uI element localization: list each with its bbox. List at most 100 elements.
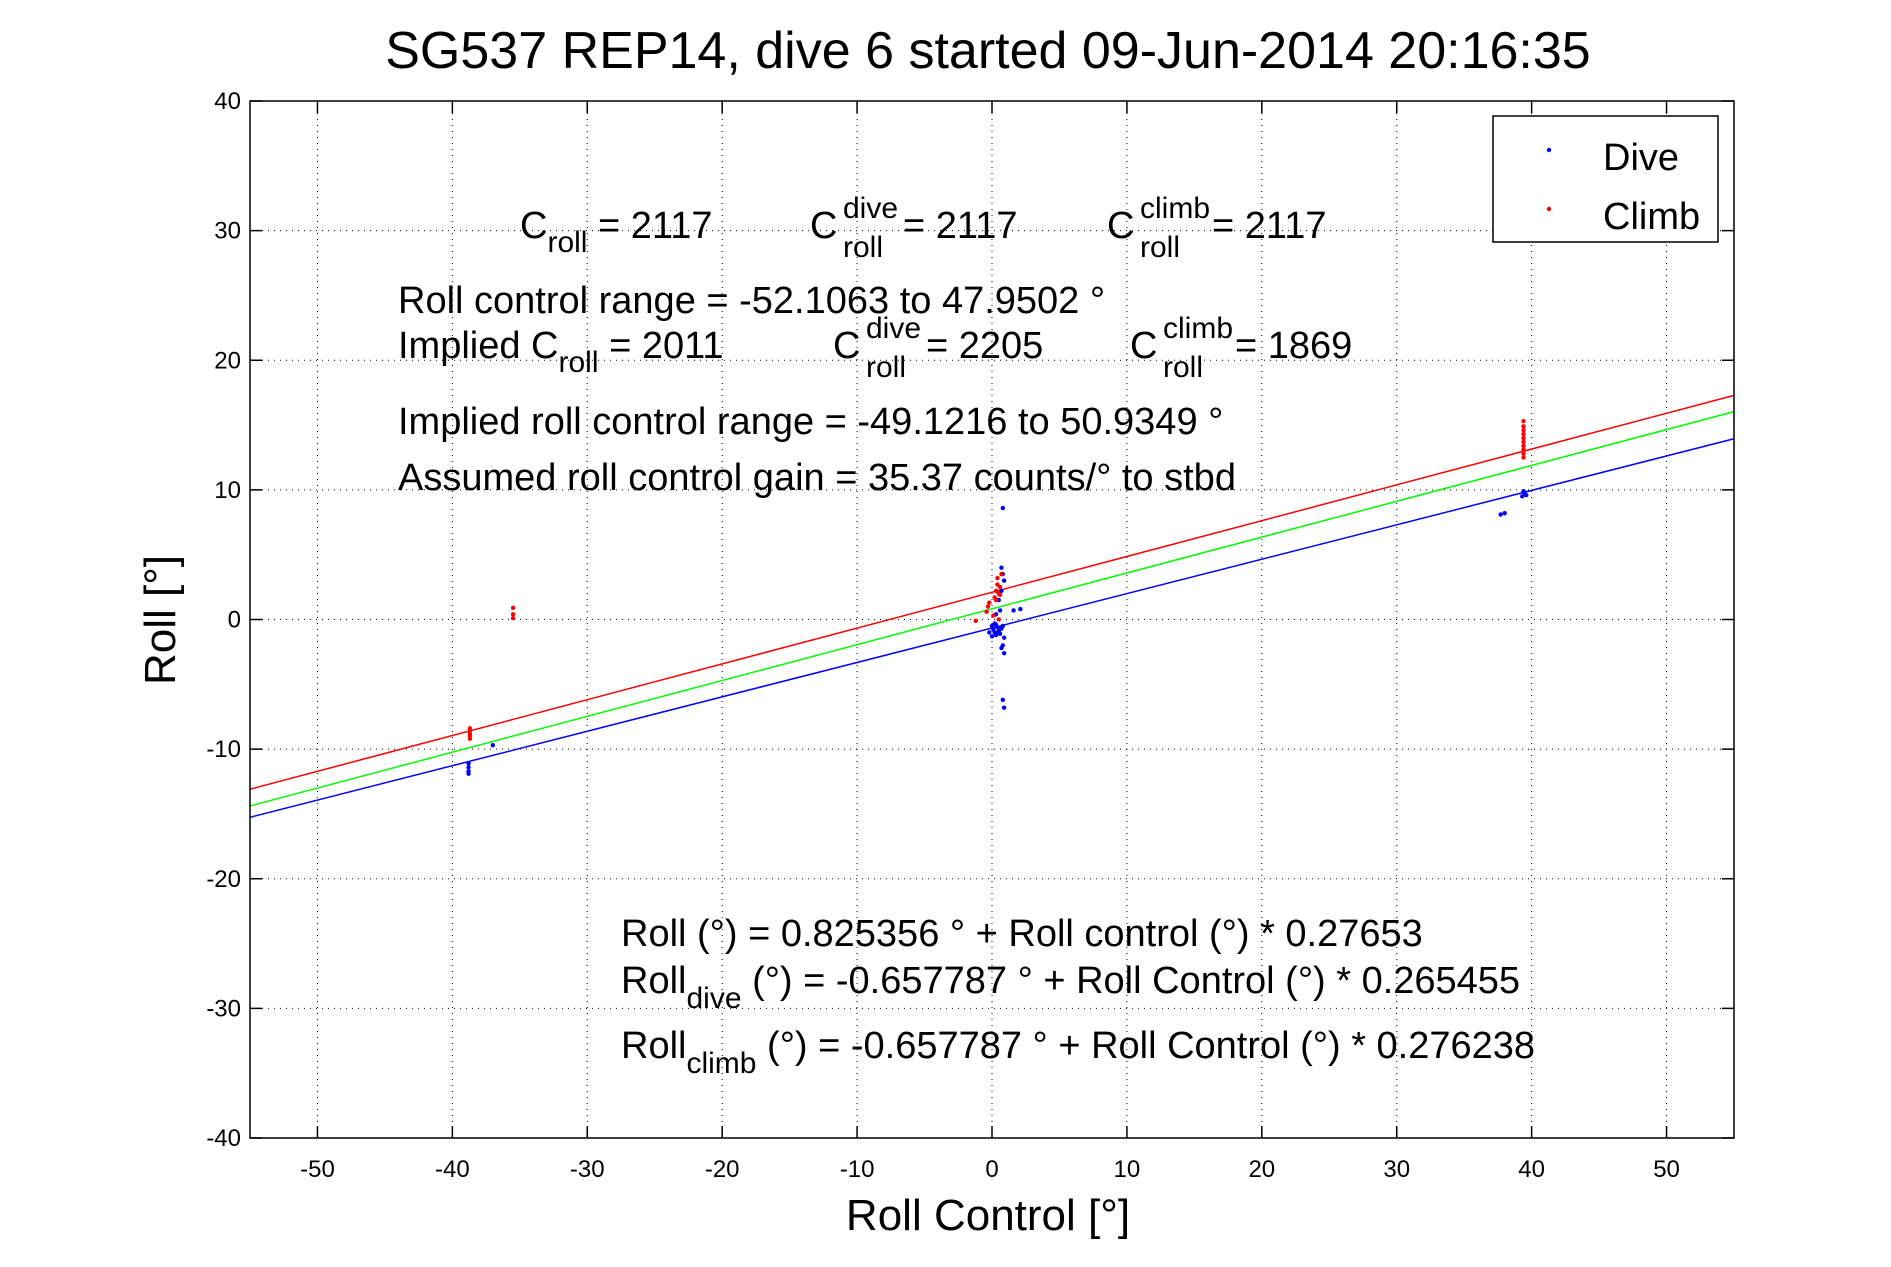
dive-point	[1000, 697, 1005, 703]
chart-title: SG537 REP14, dive 6 started 09-Jun-2014 …	[385, 22, 1590, 80]
dive-point	[1001, 635, 1007, 640]
dive-point	[1498, 512, 1503, 517]
fit-line-3	[249, 394, 1735, 790]
x-tick-label: 20	[1248, 1156, 1275, 1183]
annotations: Croll = 2117 C dive roll = 2117 C climb …	[398, 192, 1535, 1080]
dive-point	[1001, 578, 1007, 583]
climb-point	[510, 612, 516, 617]
c-roll-climb-sub: roll	[1140, 231, 1180, 264]
y-tick-label: 10	[214, 477, 241, 504]
legend-marker-climb	[1546, 206, 1552, 212]
climb-point	[1521, 451, 1526, 456]
c-roll-row: Croll = 2117 C dive roll = 2117 C climb …	[520, 192, 1326, 264]
y-axis-label: Roll [°]	[136, 555, 185, 685]
climb-point	[987, 600, 992, 605]
legend-label-dive: Dive	[1603, 137, 1679, 179]
legend-box	[1492, 115, 1719, 243]
fit-climb-equation: Rollclimb (°) = -0.657787 ° + Roll Contr…	[621, 1025, 1535, 1080]
climb-point	[1521, 435, 1526, 441]
y-tick-label: 0	[228, 607, 241, 634]
dive-point	[999, 645, 1004, 651]
climb-point	[1521, 428, 1526, 433]
climb-point	[997, 584, 1003, 590]
implied-row: Implied Croll = 2011 C dive roll = 2205 …	[398, 312, 1352, 384]
dive-point	[1011, 608, 1016, 613]
x-tick-label: 30	[1383, 1156, 1410, 1183]
implied-c-roll-dive-sub: roll	[866, 351, 906, 384]
fit-line-2	[249, 410, 1735, 807]
dive-point	[1001, 651, 1007, 656]
climb-point	[996, 591, 1001, 596]
climb-point	[1521, 455, 1526, 460]
x-tick-label: -10	[840, 1156, 875, 1183]
c-roll-climb-value: = 2117	[1212, 205, 1326, 247]
dive-point	[1001, 705, 1007, 710]
dive-point	[996, 630, 1001, 635]
climb-point	[999, 571, 1004, 577]
dive-point	[1521, 488, 1526, 494]
implied-c-roll-climb-value: = 1869	[1235, 325, 1352, 367]
x-tick-label: -40	[435, 1156, 470, 1183]
data-points	[466, 418, 1529, 776]
x-tick-label: 0	[985, 1156, 998, 1183]
x-tick-label: -20	[705, 1156, 740, 1183]
implied-c-roll-dive-label: C	[833, 325, 860, 367]
y-tick-label: -30	[206, 995, 241, 1022]
dive-point	[490, 743, 496, 748]
dive-point	[466, 765, 471, 770]
climb-point	[991, 613, 996, 618]
y-tick-label: 40	[214, 88, 241, 115]
implied-range: Implied roll control range = -49.1216 to…	[398, 401, 1223, 443]
climb-point	[1521, 431, 1526, 437]
dive-point	[1524, 492, 1529, 498]
dive-point	[997, 608, 1003, 613]
fit-dive-equation: Rolldive (°) = -0.657787 ° + Roll Contro…	[621, 960, 1520, 1015]
axis-layer: -50 -40 -30 -20 -10 0 10 20 30 40 50 -40 -30 -20 -10 0 1…	[206, 88, 1734, 1183]
climb-point	[510, 616, 516, 621]
legend: Dive Climb	[1492, 115, 1719, 243]
c-roll-dive-sup: dive	[843, 192, 898, 225]
y-tick-label: -40	[206, 1125, 241, 1152]
c-roll-dive-sub: roll	[843, 231, 883, 264]
legend-marker-dive	[1546, 147, 1552, 153]
dive-point	[1502, 511, 1507, 516]
climb-point	[1521, 418, 1526, 424]
climb-point	[984, 609, 989, 614]
climb-point	[467, 736, 473, 741]
implied-c-roll-climb-sup: climb	[1163, 312, 1233, 345]
climb-point	[993, 597, 999, 603]
c-roll-dive-label: C	[810, 205, 837, 247]
implied-c-roll-dive-value: = 2205	[926, 325, 1043, 367]
climb-point	[973, 618, 979, 623]
roll-control-range: Roll control range = -52.1063 to 47.9502…	[398, 280, 1105, 322]
c-roll-dive-value: = 2117	[903, 205, 1017, 247]
climb-point	[1521, 447, 1526, 452]
c-roll-label: Croll = 2117	[520, 205, 713, 259]
x-tick-label: -30	[570, 1156, 605, 1183]
roll-control-gain: Assumed roll control gain = 35.37 counts…	[398, 457, 1236, 499]
x-axis-label: Roll Control [°]	[846, 1191, 1130, 1240]
implied-c-roll-dive-sup: dive	[866, 312, 921, 345]
y-tick-label: -10	[206, 736, 241, 763]
implied-c-roll-climb-sub: roll	[1163, 351, 1203, 384]
climb-point	[1521, 443, 1526, 449]
grid-layer	[250, 100, 1734, 1139]
dive-point	[987, 630, 992, 635]
dive-point	[466, 761, 471, 766]
y-tick-label: 20	[214, 347, 241, 374]
climb-point	[510, 605, 516, 611]
fit-all-equation: Roll (°) = 0.825356 ° + Roll control (°)…	[621, 913, 1423, 955]
y-tick-label: 30	[214, 218, 241, 245]
climb-point	[996, 617, 1001, 622]
x-tick-label: -50	[300, 1156, 335, 1183]
implied-c-roll-climb-label: C	[1130, 325, 1157, 367]
dive-point	[1000, 505, 1005, 511]
dive-point	[1018, 606, 1023, 612]
c-roll-climb-label: C	[1107, 205, 1134, 247]
dive-point	[999, 565, 1004, 570]
x-tick-label: 10	[1114, 1156, 1141, 1183]
x-tick-label: 40	[1518, 1156, 1545, 1183]
climb-point	[1521, 439, 1526, 445]
